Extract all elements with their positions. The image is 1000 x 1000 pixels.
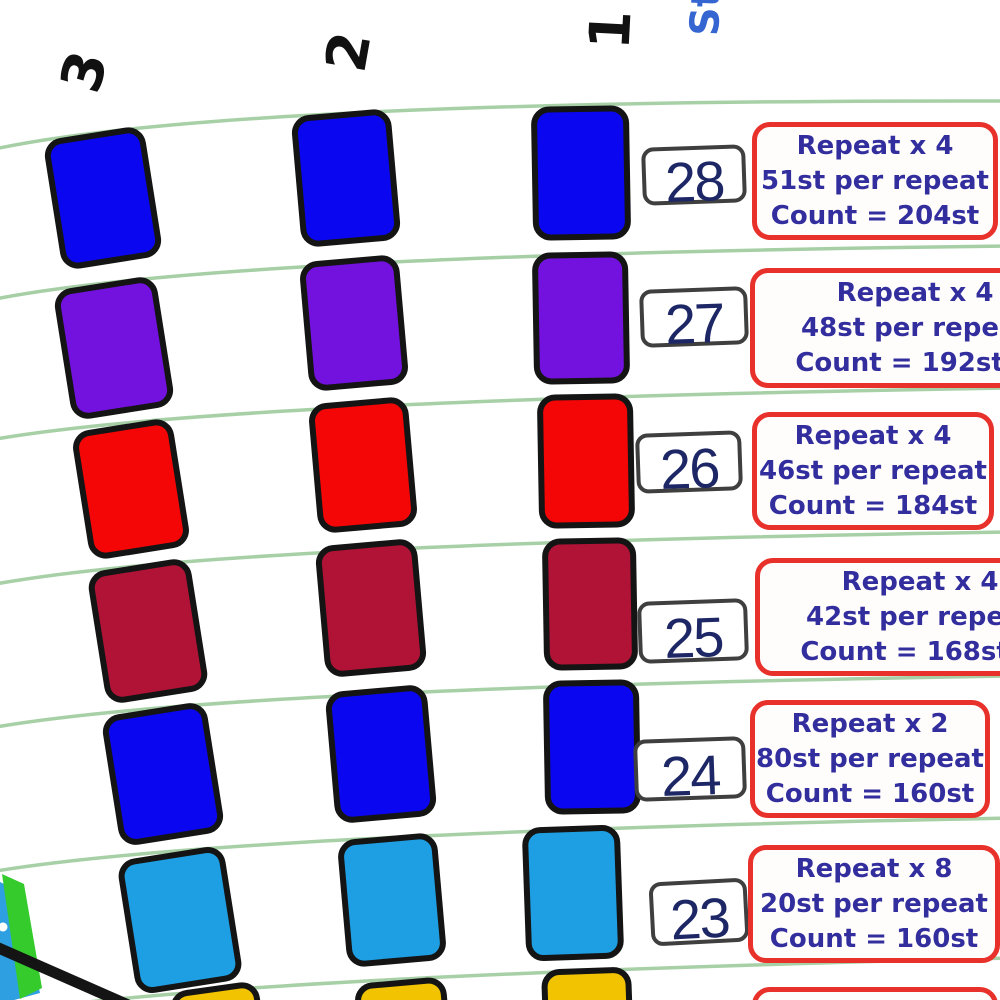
stitch-r23-c1 <box>521 824 625 962</box>
note-line: Count = 160st <box>765 778 975 809</box>
note-line: Count = 168st + <box>800 636 1000 667</box>
note-line: Repeat x 8 <box>795 853 953 884</box>
stitch-r25-c3 <box>86 556 210 706</box>
stitch-r25-c2 <box>314 537 428 679</box>
note-box-row-26: Repeat x 4 46st per repeat Count = 184st <box>752 412 994 530</box>
note-line: Count = 192st + <box>795 347 1000 378</box>
stitch-r22-c1-partial <box>540 966 634 1000</box>
row-number-25: 25 <box>662 604 724 670</box>
note-box-row-24: Repeat x 2 80st per repeat Count = 160st <box>750 700 990 818</box>
row-number-box-28: 28 <box>641 144 747 213</box>
note-line: Repeat x 4 <box>841 566 999 597</box>
stitch-r27-c3 <box>52 274 176 422</box>
row-number-23: 23 <box>668 885 731 951</box>
note-box-row-25: Repeat x 4 42st per repeat Count = 168st… <box>755 558 1000 676</box>
note-line: 51st per repeat <box>761 165 989 196</box>
stitch-r26-c3 <box>70 416 192 562</box>
stitch-r23-c3 <box>116 844 244 996</box>
stitch-r23-c2 <box>336 831 448 969</box>
note-box-row-28: Repeat x 4 51st per repeat Count = 204st <box>752 122 998 240</box>
note-line: 46st per repeat <box>759 455 987 486</box>
round-start-wedge <box>0 874 131 1000</box>
note-line: Repeat x 4 <box>836 277 994 308</box>
note-line: Count = 160st <box>769 923 979 954</box>
row-number-box-26: 26 <box>634 430 744 500</box>
note-box-row-22-partial <box>752 987 998 1000</box>
stitch-count-axis-label: St <box>682 0 730 37</box>
note-line: Count = 204st <box>770 200 980 231</box>
row-number-box-27: 27 <box>639 286 749 355</box>
note-line: 48st per repeat <box>801 312 1000 343</box>
stitch-r26-c1 <box>536 393 636 529</box>
note-line: Repeat x 4 <box>794 420 952 451</box>
stitch-r25-c1 <box>541 537 639 671</box>
stitch-r28-c2 <box>290 107 402 249</box>
stitch-r24-c3 <box>100 700 226 848</box>
row-number-28: 28 <box>663 148 725 214</box>
note-line: Repeat x 4 <box>796 130 954 161</box>
stitch-r28-c3 <box>42 124 164 272</box>
row-number-27: 27 <box>663 290 725 356</box>
stitch-r24-c2 <box>324 683 438 825</box>
note-line: 42st per repeat <box>806 601 1000 632</box>
note-box-row-23: Repeat x 8 20st per repeat Count = 160st <box>748 845 1000 963</box>
note-line: 20st per repeat <box>760 888 988 919</box>
row-number-box-25: 25 <box>636 598 750 669</box>
stitch-r24-c1 <box>542 679 642 815</box>
row-number-24: 24 <box>659 742 721 808</box>
note-box-row-27: Repeat x 4 48st per repeat Count = 192st… <box>750 268 1000 388</box>
note-line: Count = 184st <box>768 490 978 521</box>
row-number-box-24: 24 <box>632 736 748 807</box>
stitch-r27-c1 <box>531 251 631 385</box>
row-number-26: 26 <box>658 435 720 501</box>
stitch-r28-c1 <box>530 105 632 241</box>
row-number-box-23: 23 <box>648 877 750 951</box>
column-header-1: 1 <box>577 8 645 52</box>
note-line: Repeat x 2 <box>791 708 949 739</box>
stitch-r26-c2 <box>307 395 419 535</box>
note-line: 80st per repeat <box>756 743 984 774</box>
stitch-r27-c2 <box>298 253 410 393</box>
